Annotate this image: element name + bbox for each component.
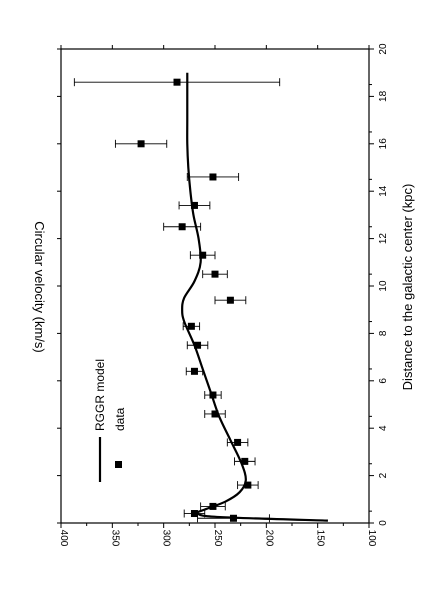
data-point: [211, 270, 219, 278]
data-point: [211, 410, 219, 418]
data-point: [244, 481, 252, 489]
x-tick-label: 0: [378, 520, 389, 526]
data-point: [190, 367, 198, 375]
y-tick-label: 200: [263, 530, 274, 547]
x-tick-label: 12: [378, 233, 389, 245]
y-tick-label: 400: [58, 530, 69, 547]
data-point: [226, 296, 234, 304]
legend-label-data: data: [113, 407, 127, 431]
data-point: [194, 341, 202, 349]
legend-label-model: RGGR model: [93, 359, 107, 431]
y-tick-label: 150: [315, 530, 326, 547]
data-point: [190, 201, 198, 209]
plot-layer: 0 2 4 6 8 10 12 14 16 18 20 100 150 200 250 300 350 400: [57, 43, 389, 547]
x-tick-label: 4: [378, 425, 389, 431]
model-curve: [181, 72, 328, 522]
y-tick-label: 350: [109, 530, 120, 547]
x-tick-label: 16: [378, 138, 389, 150]
data-point: [209, 391, 217, 399]
x-tick-label: 20: [378, 43, 389, 55]
y-tick-label: 100: [366, 530, 377, 547]
data-point: [209, 173, 217, 181]
x-tick-label: 6: [378, 378, 389, 384]
data-point: [199, 251, 207, 259]
x-tick-label: 14: [378, 185, 389, 197]
legend-square-swatch: [115, 461, 122, 468]
y-tick-label: 300: [161, 530, 172, 547]
x-tick-label: 18: [378, 90, 389, 102]
x-axis-title: Distance to the galactic center (kpc): [400, 184, 415, 391]
x-tick-label: 10: [378, 280, 389, 292]
plot-frame: [60, 48, 370, 524]
y-axis-title: Circular velocity (km/s): [32, 221, 47, 352]
data-point: [137, 140, 145, 148]
data-point: [190, 510, 198, 518]
data-point: [234, 438, 242, 446]
data-point: [173, 78, 181, 86]
x-tick-label: 2: [378, 472, 389, 478]
y-tick-label: 250: [212, 530, 223, 547]
data-point: [229, 514, 237, 522]
data-point: [241, 457, 249, 465]
data-point: [209, 502, 217, 510]
data-point: [187, 322, 195, 330]
data-point: [178, 223, 186, 231]
legend: RGGR model data: [93, 359, 127, 482]
x-tick-label: 8: [378, 330, 389, 336]
